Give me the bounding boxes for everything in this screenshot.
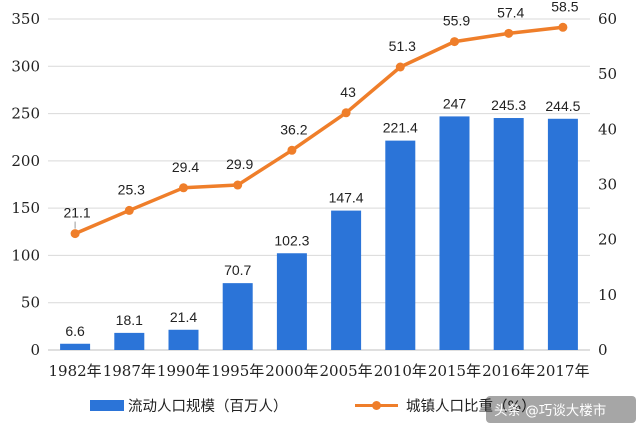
watermark: 头条 @巧谈大楼市	[486, 396, 636, 423]
line-data-label: 55.9	[443, 13, 470, 29]
bar-data-label: 18.1	[116, 312, 143, 328]
bar	[439, 116, 470, 350]
x-tick-label: 1982年	[49, 362, 102, 380]
bar-data-label: 102.3	[274, 232, 309, 248]
line-series	[70, 22, 568, 239]
y-left-tick-label: 250	[11, 105, 40, 123]
y-left-tick-label: 0	[30, 341, 40, 359]
bar-data-label: 221.4	[383, 120, 418, 136]
bar	[385, 140, 416, 350]
bar-series	[60, 116, 578, 350]
line-data-label: 58.5	[551, 0, 578, 14]
y-right-tick-label: 30	[598, 176, 617, 194]
x-tick-label: 2000年	[265, 362, 318, 380]
legend: 流动人口规模（百万人） 城镇人口比重（%）	[90, 398, 536, 415]
line-point	[70, 229, 80, 239]
line-data-label: 25.3	[118, 181, 145, 197]
bar	[547, 118, 578, 350]
x-tick-label: 1995年	[211, 362, 264, 380]
x-tick-label: 2010年	[374, 362, 427, 380]
line-point	[341, 108, 351, 118]
x-tick-label: 2016年	[482, 362, 535, 380]
bar	[493, 118, 524, 350]
line-point	[558, 22, 568, 32]
bar-data-labels: 6.6 18.1 21.4 70.7 102.3 147.4 221.4 247 245.3 24…	[65, 95, 580, 338]
y-left-tick-label: 300	[11, 57, 40, 75]
bar	[60, 343, 91, 350]
bar	[276, 253, 307, 350]
y-left-tick-label: 100	[11, 246, 40, 264]
x-tick-label: 1990年	[157, 362, 210, 380]
y-right-tick-label: 10	[598, 286, 617, 304]
line-point	[504, 28, 514, 38]
y-left-tick-label: 150	[11, 199, 40, 217]
bar-data-label: 70.7	[224, 262, 251, 278]
bar-data-label: 21.4	[170, 309, 197, 325]
line-path	[74, 25, 564, 236]
legend-line-marker	[372, 401, 381, 410]
watermark-text: 头条 @巧谈大楼市	[494, 402, 606, 419]
x-tick-label: 2017年	[536, 362, 589, 380]
line-point	[287, 145, 297, 155]
bar-data-label: 245.3	[491, 97, 526, 113]
line-point	[395, 62, 405, 72]
bar	[222, 283, 253, 350]
bar	[168, 329, 199, 350]
line-point	[233, 180, 243, 190]
legend-bar-label: 流动人口规模（百万人）	[128, 398, 288, 415]
line-data-label: 29.9	[226, 156, 253, 172]
y-left-tick-label: 200	[11, 152, 40, 170]
x-axis-ticks: 1982年 1987年 1990年 1995年 2000年 2005年 2010年 2015年…	[49, 362, 590, 380]
y-left-tick-label: 350	[11, 10, 40, 28]
bar-data-label: 247	[443, 95, 467, 111]
line-data-label: 57.4	[497, 4, 524, 20]
line-data-label: 21.1	[63, 205, 90, 221]
right-axis-ticks: 0 10 20 30 40 50 60	[598, 10, 617, 359]
y-right-tick-label: 50	[598, 65, 617, 83]
bar-data-label: 6.6	[65, 323, 85, 339]
bar	[114, 332, 145, 350]
bar-data-label: 244.5	[545, 98, 580, 114]
line-data-label: 36.2	[280, 121, 307, 137]
x-tick-label: 2005年	[320, 362, 373, 380]
bar-data-label: 147.4	[329, 190, 364, 206]
line-point	[179, 183, 188, 193]
bar	[331, 210, 362, 350]
y-right-tick-label: 40	[598, 120, 617, 138]
line-data-label: 29.4	[172, 159, 199, 175]
line-data-labels: 21.1 25.3 29.4 29.9 36.2 43 51.3 55.9 57.4 58.5	[63, 0, 578, 221]
x-tick-label: 1987年	[103, 362, 156, 380]
legend-line-label: 城镇人口比重（%）	[406, 398, 536, 415]
y-right-tick-label: 60	[598, 10, 617, 28]
x-tick-label: 2015年	[428, 362, 481, 380]
line-point	[124, 205, 134, 215]
left-axis-ticks: 0 50 100 150 200 250 300 350	[11, 10, 40, 359]
line-point	[450, 37, 459, 47]
y-right-tick-label: 0	[598, 341, 608, 359]
line-data-label: 43	[340, 84, 356, 100]
legend-bar-swatch	[90, 400, 124, 411]
y-right-tick-label: 20	[598, 231, 617, 249]
line-data-label: 51.3	[389, 38, 416, 54]
y-left-tick-label: 50	[21, 294, 40, 312]
